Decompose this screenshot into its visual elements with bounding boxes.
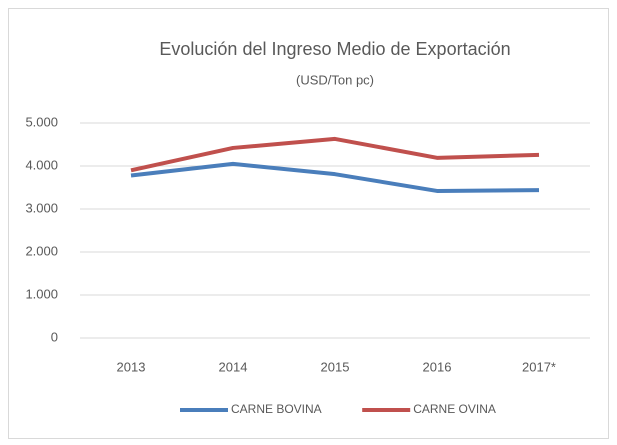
- y-tick-label: 3.000: [25, 200, 58, 215]
- legend-label: CARNE OVINA: [413, 402, 496, 416]
- chart-subtitle: (USD/Ton pc): [296, 72, 374, 87]
- y-tick-label: 4.000: [25, 157, 58, 172]
- x-tick-label: 2014: [219, 359, 248, 374]
- x-tick-label: 2013: [117, 359, 146, 374]
- series-line: [130, 136, 540, 173]
- x-tick-label: 2017*: [522, 359, 556, 374]
- y-tick-label: 5.000: [25, 114, 58, 129]
- series-line: [130, 161, 540, 193]
- chart-title: Evolución del Ingreso Medio de Exportaci…: [159, 39, 510, 59]
- legend-label: CARNE BOVINA: [231, 402, 322, 416]
- chart-frame: [8, 8, 609, 439]
- x-tick-label: 2015: [321, 359, 350, 374]
- y-tick-label: 0: [51, 329, 58, 344]
- y-tick-label: 1.000: [25, 286, 58, 301]
- x-tick-label: 2016: [423, 359, 452, 374]
- y-tick-label: 2.000: [25, 243, 58, 258]
